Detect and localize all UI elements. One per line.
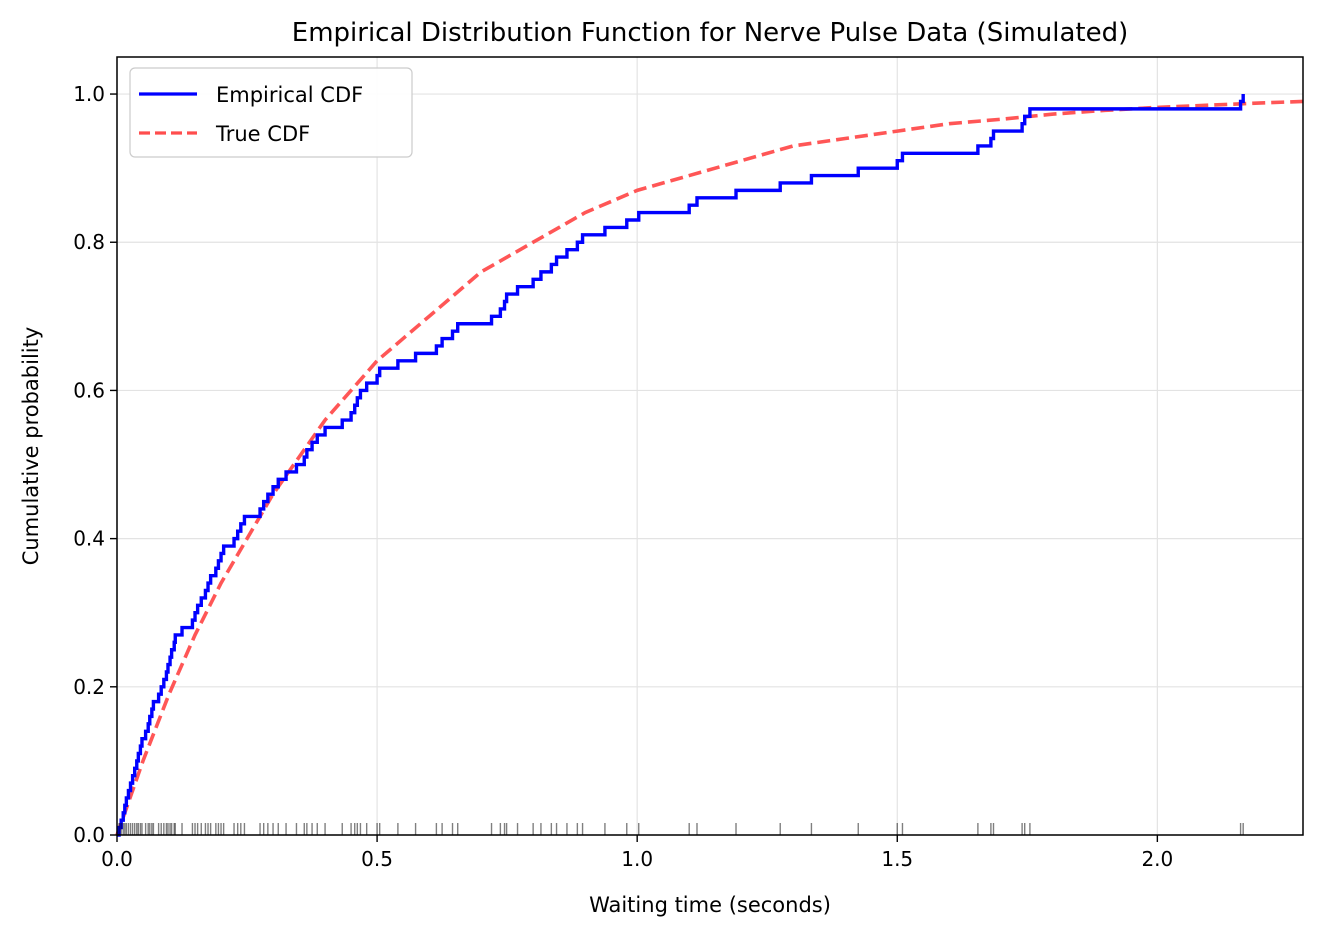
y-tick-label-1: 0.2 — [73, 675, 105, 699]
y-tick-label-4: 0.8 — [73, 230, 105, 254]
legend-label-true: True CDF — [215, 122, 310, 146]
x-tick-label-3: 1.5 — [881, 847, 913, 871]
series-lines — [115, 94, 1304, 837]
rug-marks — [118, 823, 1244, 835]
legend: Empirical CDF True CDF — [129, 67, 413, 158]
axis-ticks: 0.0 0.5 1.0 1.5 2.0 0.0 0.2 0.4 0.6 0.8 1.0 — [73, 82, 1173, 871]
y-tick-label-3: 0.6 — [73, 378, 105, 402]
series-line-empirical-cdf — [117, 94, 1245, 837]
x-tick-label-2: 1.0 — [621, 847, 653, 871]
y-tick-label-2: 0.4 — [73, 527, 105, 551]
x-tick-label-4: 2.0 — [1141, 847, 1173, 871]
legend-box — [129, 67, 413, 158]
x-tick-label-0: 0.0 — [101, 847, 133, 871]
x-tick-label-1: 0.5 — [361, 847, 393, 871]
y-tick-label-5: 1.0 — [73, 82, 105, 106]
y-tick-label-0: 0.0 — [73, 823, 105, 847]
legend-label-empirical: Empirical CDF — [216, 83, 363, 107]
grid-lines — [116, 57, 1303, 836]
chart-title: Empirical Distribution Function for Nerv… — [292, 18, 1128, 48]
x-axis-label: Waiting time (seconds) — [589, 893, 831, 917]
y-axis-label: Cumulative probability — [19, 327, 43, 566]
plot-frame — [116, 56, 1304, 836]
